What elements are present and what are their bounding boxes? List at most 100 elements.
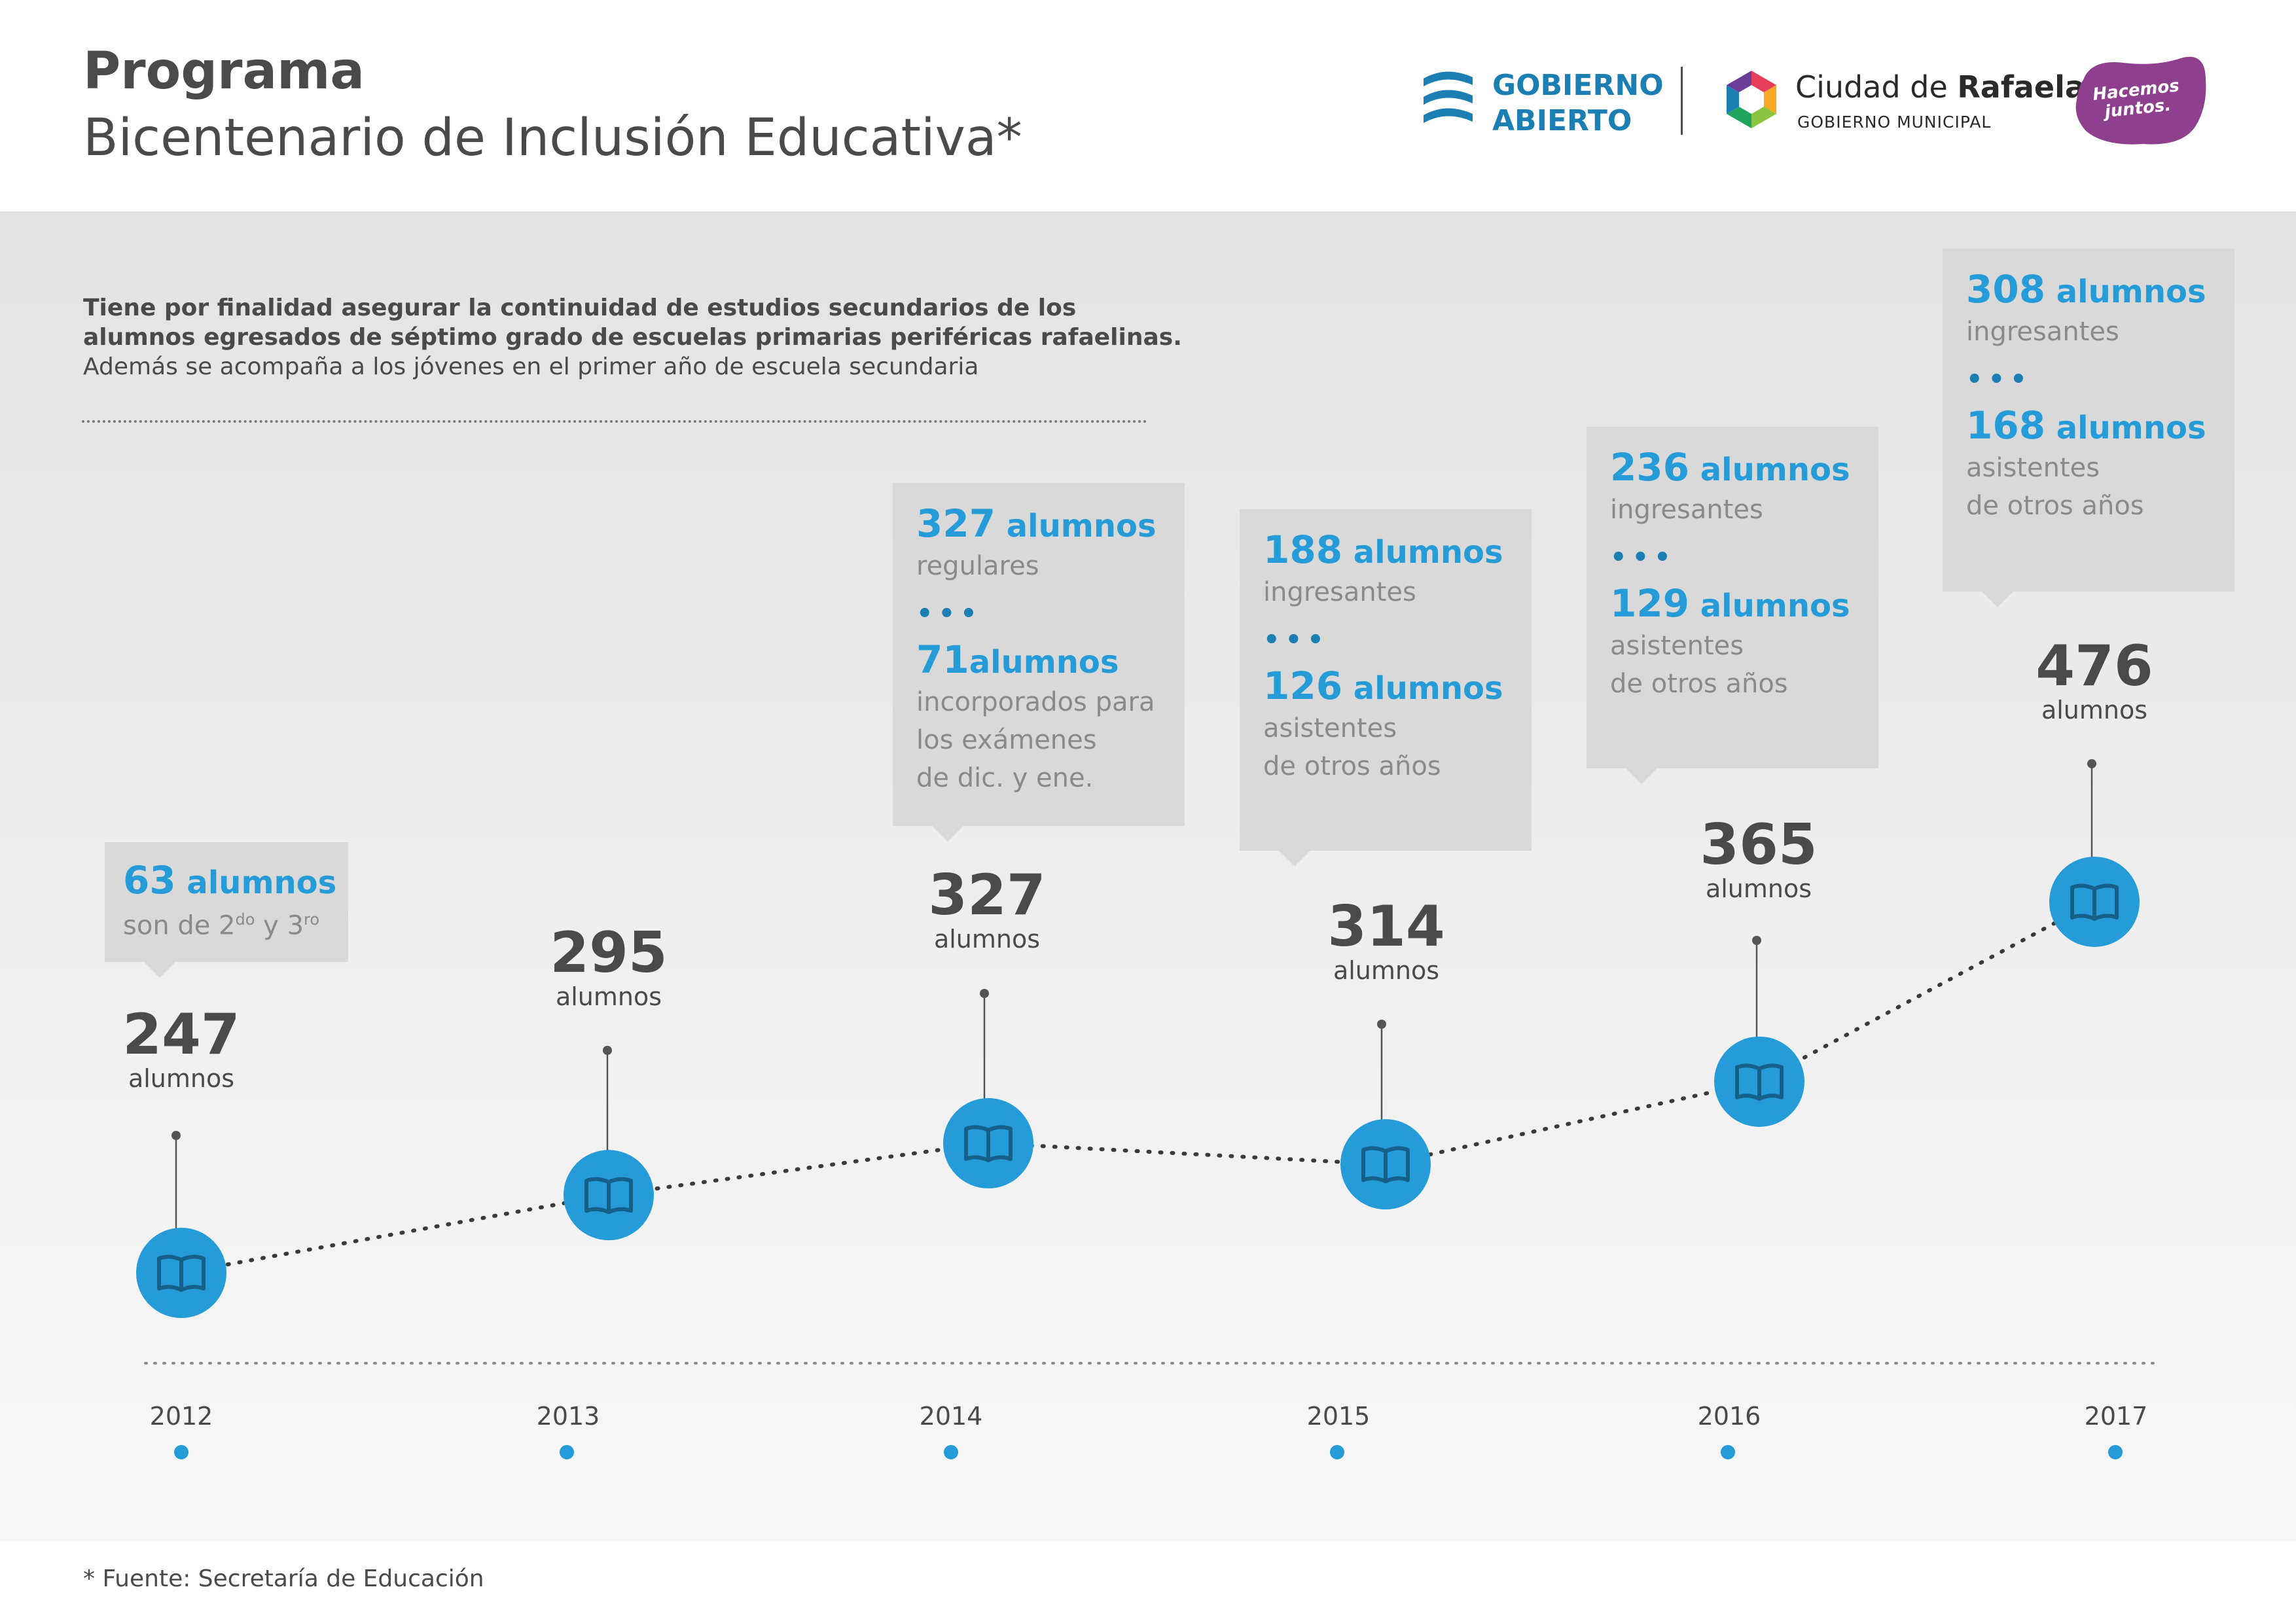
intro-divider [82, 420, 1147, 423]
detail-unit: alumnos [996, 508, 1157, 544]
x-tick-label: 2014 [919, 1402, 983, 1431]
book-icon [964, 1125, 1013, 1162]
detail-number: 63 alumnos [123, 859, 336, 904]
ciudad-rafaela-sub: GOBIERNO MUNICIPAL [1797, 113, 1992, 132]
detail-unit: alumnos [1689, 588, 1850, 624]
detail-dots: ••• [916, 599, 982, 629]
year-dot [944, 1445, 958, 1459]
detail-text: de otros años [1263, 751, 1441, 781]
source-footnote: * Fuente: Secretaría de Educación [83, 1565, 484, 1592]
x-tick-label: 2013 [536, 1402, 600, 1431]
detail-number: 71alumnos [916, 639, 1161, 683]
detail-unit: alumnos [2045, 410, 2206, 446]
book-icon [2070, 883, 2119, 921]
total-unit: alumnos [1333, 956, 1440, 985]
book-icon [1735, 1063, 1784, 1101]
detail-sup: do [235, 910, 255, 929]
leader-dot [171, 1131, 181, 1140]
detail-box-2014: 327 alumnos regulares ••• 71alumnos inco… [893, 483, 1185, 842]
detail-text: de otros años [1966, 491, 2144, 521]
gobierno-abierto-icon [1424, 71, 1473, 123]
total-value: 476 [2036, 633, 2153, 699]
detail-count: 129 [1610, 581, 1690, 626]
detail-number: 168 alumnos [1966, 404, 2211, 449]
total-value: 314 [1327, 894, 1445, 959]
detail-number: 126 alumnos [1263, 665, 1508, 709]
detail-text: asistentes [1966, 453, 2100, 483]
total-unit: alumnos [2041, 696, 2148, 724]
leader-dot [1377, 1020, 1386, 1029]
year-dot [560, 1445, 574, 1459]
detail-dots: ••• [1966, 365, 2032, 395]
detail-text: ingresantes [1610, 495, 1763, 525]
total-unit: alumnos [1705, 874, 1812, 903]
detail-text: asistentes [1263, 713, 1397, 743]
detail-box-2015: 188 alumnos ingresantes ••• 126 alumnos … [1240, 509, 1532, 866]
total-value: 327 [928, 863, 1046, 928]
detail-count: 168 [1966, 403, 2046, 448]
total-unit: alumnos [933, 925, 1041, 954]
x-tick-label: 2015 [1306, 1402, 1371, 1431]
detail-count: 308 [1966, 267, 2046, 312]
detail-box-2017: 308 alumnos ingresantes ••• 168 alumnos … [1943, 249, 2234, 607]
detail-unit: alumnos [175, 865, 337, 901]
gobierno-abierto-wordmark: GOBIERNO ABIERTO [1492, 68, 1664, 139]
x-tick-label: 2012 [149, 1402, 213, 1431]
total-value: 247 [122, 1002, 240, 1067]
detail-number: 236 alumnos [1610, 446, 1855, 491]
total-label-2017: 476 alumnos [1990, 636, 2199, 724]
detail-text: ingresantes [1263, 577, 1416, 607]
total-label-2012: 247 alumnos [77, 1005, 286, 1092]
total-value: 365 [1700, 812, 1818, 878]
leader-dot [603, 1046, 612, 1055]
x-tick-label: 2016 [1697, 1402, 1761, 1431]
detail-box-2016: 236 alumnos ingresantes ••• 129 alumnos … [1587, 427, 1878, 784]
leader-dot [1752, 936, 1761, 945]
detail-box-2012: 63 alumnos son de 2do y 3ro [105, 842, 348, 978]
detail-dots: ••• [1610, 543, 1676, 573]
total-label-2013: 295 alumnos [504, 923, 713, 1010]
intro-line-2: alumnos egresados de séptimo grado de es… [83, 324, 1182, 351]
total-label-2015: 314 alumnos [1282, 897, 1491, 984]
ciudad-name: Rafaela [1957, 69, 2085, 105]
book-icon [157, 1255, 206, 1292]
detail-unit: alumnos [969, 644, 1119, 681]
intro-line-1: Tiene por finalidad asegurar la continui… [83, 294, 1077, 321]
x-tick-label: 2017 [2084, 1402, 2148, 1431]
leader-dot [2087, 759, 2096, 768]
detail-text: ingresantes [1966, 317, 2119, 347]
detail-unit: alumnos [1342, 534, 1503, 571]
gobierno-abierto-logo: GOBIERNO ABIERTO [1420, 65, 1669, 137]
detail-text: son de 2do y 3ro [123, 904, 330, 941]
detail-text: los exámenes [916, 725, 1097, 755]
detail-text: asistentes [1610, 631, 1744, 661]
detail-count: 188 [1263, 527, 1343, 572]
page-subtitle: Bicentenario de Inclusión Educativa* [83, 109, 1022, 168]
detail-text: de dic. y ene. [916, 763, 1094, 793]
gobierno-abierto-line1: GOBIERNO [1492, 69, 1664, 102]
detail-number: 188 alumnos [1263, 529, 1508, 573]
total-unit: alumnos [128, 1064, 235, 1093]
leader-dot [980, 989, 989, 998]
year-dot [174, 1445, 188, 1459]
year-dot [1330, 1445, 1344, 1459]
series-line [179, 900, 2096, 1275]
logo-divider [1681, 67, 1683, 135]
ciudad-rafaela-wordmark: Ciudad de Rafaela [1795, 69, 2085, 105]
detail-text: regulares [916, 551, 1039, 581]
detail-count: 71 [916, 637, 969, 682]
book-icon [584, 1177, 633, 1215]
detail-unit: alumnos [1689, 452, 1850, 488]
detail-unit: alumnos [2045, 274, 2206, 310]
detail-unit: alumnos [1342, 670, 1503, 707]
page-title: Programa [83, 42, 365, 101]
header: Programa Bicentenario de Inclusión Educa… [0, 0, 2296, 211]
year-dot [1721, 1445, 1735, 1459]
intro-line-3: Además se acompaña a los jóvenes en el p… [83, 353, 979, 380]
total-unit: alumnos [555, 982, 662, 1011]
ciudad-rafaela-icon [1727, 71, 1776, 128]
detail-text-part: y 3 [255, 910, 304, 941]
intro-text: Tiene por finalidad asegurar la continui… [83, 293, 1196, 382]
year-dot [2108, 1445, 2123, 1459]
